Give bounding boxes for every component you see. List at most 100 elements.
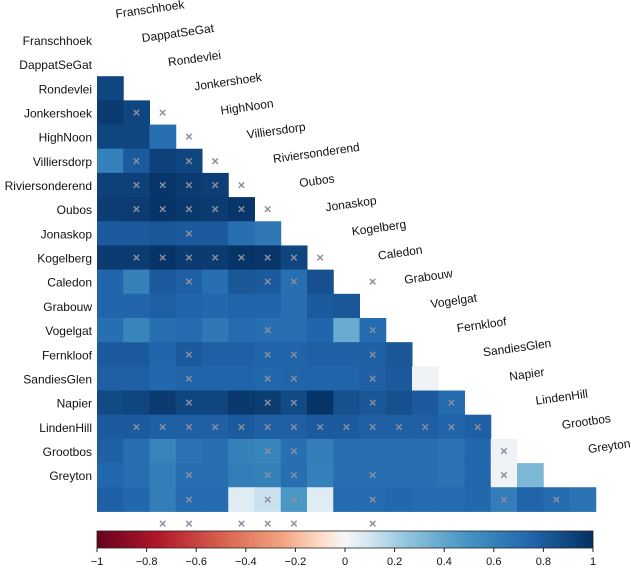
significance-cross: × xyxy=(133,419,141,434)
heatmap-cell xyxy=(175,414,203,440)
significance-cross: × xyxy=(185,371,193,386)
colorbar-tick-label: −0.6 xyxy=(185,556,207,568)
heatmap-cell xyxy=(97,414,124,440)
heatmap-cell xyxy=(123,438,150,464)
row-label: Rondevlei xyxy=(39,82,92,96)
heatmap-cell xyxy=(280,366,308,392)
significance-cross: × xyxy=(133,202,141,217)
heatmap-cell xyxy=(149,172,177,198)
significance-cross: × xyxy=(264,323,272,338)
heatmap-cell xyxy=(149,342,177,367)
heatmap-cell xyxy=(254,463,282,488)
heatmap-cell xyxy=(228,390,255,416)
heatmap-cell xyxy=(359,366,387,392)
heatmap-cell xyxy=(175,221,203,246)
heatmap-cell xyxy=(149,414,177,440)
heatmap-cell xyxy=(202,463,229,488)
heatmap-cell xyxy=(569,487,597,512)
significance-cross: × xyxy=(185,177,193,192)
significance-cross: × xyxy=(185,347,193,362)
significance-cross: × xyxy=(290,371,298,386)
heatmap-cell xyxy=(175,438,203,464)
significance-cross: × xyxy=(500,468,508,483)
heatmap-cell xyxy=(228,463,255,488)
heatmap-cell xyxy=(149,245,177,271)
heatmap-cell xyxy=(254,245,282,271)
heatmap-cell xyxy=(280,269,308,295)
heatmap-cell xyxy=(333,414,360,440)
significance-cross: × xyxy=(369,274,377,289)
heatmap-cell xyxy=(280,245,308,271)
colorbar-tick-label: 0.2 xyxy=(387,556,402,568)
significance-cross: × xyxy=(211,419,219,434)
significance-cross: × xyxy=(264,516,272,531)
heatmap-cell xyxy=(228,414,255,440)
significance-cross: × xyxy=(500,492,508,507)
heatmap-cell xyxy=(97,76,124,101)
heatmap-cell xyxy=(490,463,518,488)
heatmap-cell xyxy=(202,172,229,198)
heatmap-cell xyxy=(254,366,282,392)
heatmap-cell xyxy=(333,317,360,343)
heatmap-cell xyxy=(123,293,150,319)
significance-cross: × xyxy=(159,516,167,531)
heatmap-cell xyxy=(228,269,255,295)
heatmap-cell xyxy=(202,487,229,512)
heatmap-cell xyxy=(412,414,439,440)
significance-cross: × xyxy=(185,202,193,217)
heatmap-cell xyxy=(280,317,308,343)
heatmap-cell xyxy=(97,463,124,488)
significance-cross: × xyxy=(264,492,272,507)
significance-cross: × xyxy=(474,419,482,434)
heatmap-cell xyxy=(149,317,177,343)
heatmap-cell xyxy=(280,390,308,416)
heatmap-cell xyxy=(333,342,360,367)
significance-cross: × xyxy=(159,250,167,265)
colorbar-tick-label: −0.8 xyxy=(136,556,158,568)
column-label: Kogelberg xyxy=(351,217,407,238)
heatmap-cell xyxy=(464,414,492,440)
heatmap-cell xyxy=(175,317,203,343)
row-label: Jonkershoek xyxy=(24,106,93,120)
heatmap-cell xyxy=(202,197,229,222)
significance-cross: × xyxy=(133,105,141,120)
row-label: Franschhoek xyxy=(23,34,93,48)
significance-cross: × xyxy=(290,419,298,434)
colorbar-tick-label: 0.4 xyxy=(437,556,452,568)
significance-cross: × xyxy=(369,371,377,386)
heatmap-cell xyxy=(412,438,439,464)
heatmap-cell xyxy=(149,487,177,512)
heatmap-cell xyxy=(438,463,465,488)
column-label: Jonaskop xyxy=(325,193,378,214)
heatmap-cell xyxy=(464,487,492,512)
significance-cross: × xyxy=(185,492,193,507)
significance-cross: × xyxy=(159,105,167,120)
heatmap-cell xyxy=(123,245,150,271)
significance-cross: × xyxy=(264,468,272,483)
heatmap-cell xyxy=(202,366,229,392)
heatmap-cell xyxy=(254,317,282,343)
significance-cross: × xyxy=(185,274,193,289)
heatmap-cell xyxy=(359,342,387,367)
significance-cross: × xyxy=(290,395,298,410)
heatmap-cell xyxy=(123,124,150,150)
significance-cross: × xyxy=(185,468,193,483)
significance-cross: × xyxy=(238,202,246,217)
heatmap-cell xyxy=(543,487,570,512)
column-label: Riviersonderend xyxy=(272,140,360,166)
heatmap-cell xyxy=(307,414,334,440)
heatmap-cell xyxy=(254,269,282,295)
significance-cross: × xyxy=(133,153,141,168)
heatmap-cell xyxy=(123,197,150,222)
heatmap-cell xyxy=(280,463,308,488)
significance-cross: × xyxy=(369,516,377,531)
heatmap-cell xyxy=(123,366,150,392)
significance-cross: × xyxy=(264,443,272,458)
colorbar-ticks: −1 −0.8 −0.6 −0.4 −0.2 0 0.2 0.4 0.6 0.8 1 xyxy=(91,548,596,568)
row-label: Vogelgat xyxy=(45,324,92,338)
significance-cross: × xyxy=(369,492,377,507)
column-label: Greyton xyxy=(587,436,631,456)
heatmap-cell xyxy=(228,221,255,246)
heatmap-cell xyxy=(254,293,282,319)
